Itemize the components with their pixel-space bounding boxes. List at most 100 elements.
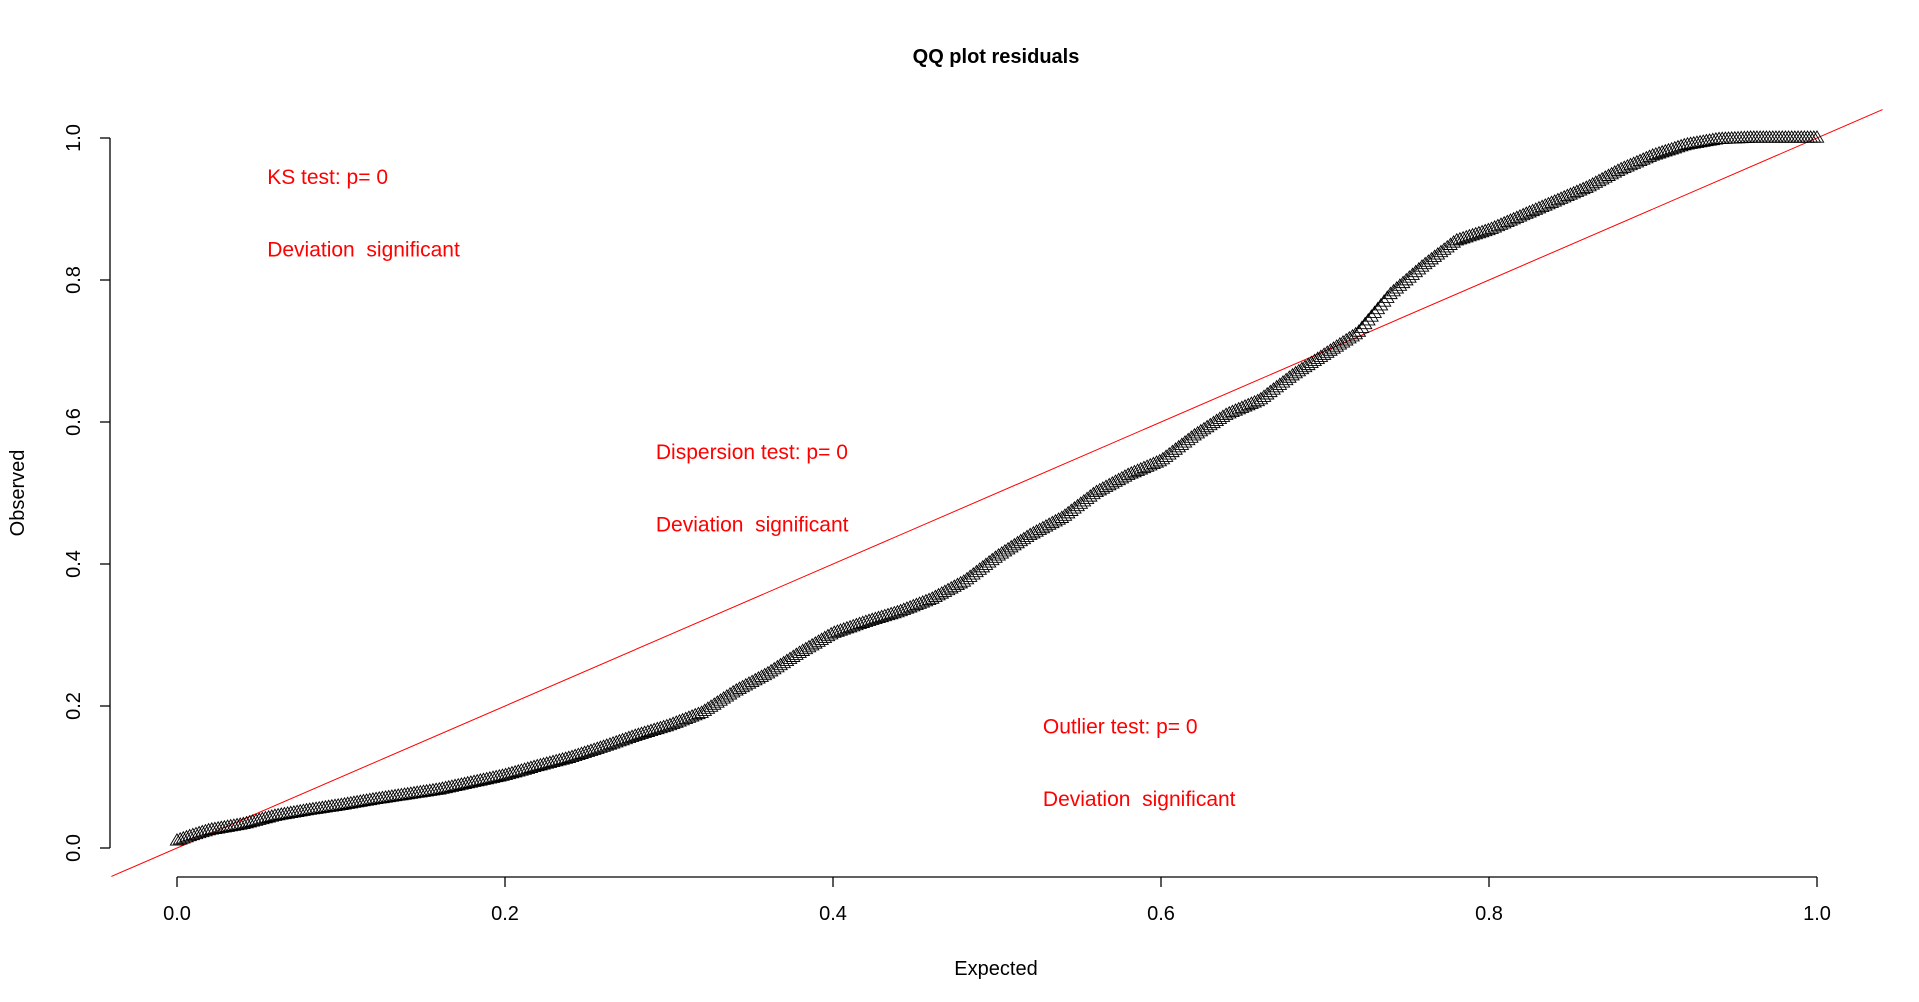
data-point (1297, 359, 1313, 373)
data-point (1427, 249, 1443, 262)
data-point (273, 807, 289, 820)
data-point (829, 624, 845, 637)
data-point (697, 703, 713, 716)
data-point (763, 663, 779, 677)
data-point (169, 833, 185, 846)
data-point (694, 705, 709, 718)
data-point (311, 800, 327, 814)
data-point (1006, 537, 1022, 551)
data-point (223, 818, 239, 832)
data-point (504, 765, 520, 779)
data-point (276, 806, 292, 820)
data-point (852, 616, 867, 630)
data-point (1354, 320, 1370, 333)
data-point (858, 614, 874, 627)
data-points (169, 130, 1825, 846)
reference-line (111, 109, 1883, 877)
data-point (447, 778, 463, 792)
data-point (179, 829, 194, 843)
data-point (1199, 419, 1215, 433)
data-point (1202, 417, 1218, 431)
data-point (776, 655, 792, 669)
data-point (359, 793, 375, 806)
data-point (384, 789, 400, 802)
annotation-text: Deviation significant (656, 513, 849, 536)
data-point (608, 734, 624, 748)
data-point (1455, 230, 1471, 244)
data-point (337, 796, 352, 810)
data-point (580, 744, 596, 757)
data-point (551, 752, 567, 766)
data-point (371, 791, 387, 804)
data-point (956, 574, 972, 587)
data-point (1013, 533, 1029, 547)
data-point (615, 732, 630, 746)
data-point (1364, 309, 1379, 322)
data-point (1695, 134, 1711, 147)
data-point (378, 790, 393, 803)
data-point (624, 729, 640, 742)
data-point (1177, 434, 1193, 448)
data-point (229, 817, 245, 831)
data-point (583, 743, 599, 756)
data-point (258, 810, 273, 824)
data-point (1010, 535, 1025, 549)
data-point (782, 651, 798, 665)
data-point (1338, 332, 1354, 346)
data-point (1679, 136, 1695, 150)
data-point (1417, 256, 1433, 270)
data-point (226, 818, 242, 831)
data-point (665, 716, 681, 729)
data-point (1686, 135, 1702, 149)
data-point (570, 747, 586, 760)
data-point (880, 607, 896, 621)
data-point (709, 695, 725, 708)
y-tick-label: 0.6 (63, 408, 85, 436)
data-point (491, 768, 507, 782)
data-point (495, 768, 510, 781)
data-point (621, 730, 637, 744)
data-point (270, 807, 286, 821)
data-point (305, 801, 321, 815)
data-point (975, 559, 991, 573)
data-point (387, 788, 403, 802)
data-point (213, 820, 229, 833)
y-axis-label: Observed (7, 450, 29, 537)
data-point (1449, 232, 1465, 246)
data-point (969, 564, 984, 578)
data-point (1196, 421, 1212, 435)
data-point (867, 611, 883, 624)
data-point (1313, 349, 1329, 362)
data-point (981, 555, 997, 568)
data-point (1082, 489, 1098, 502)
data-point (175, 830, 191, 844)
data-point (1654, 144, 1670, 158)
x-tick-label: 1.0 (1803, 903, 1831, 925)
data-point (242, 814, 258, 828)
data-point (659, 718, 675, 732)
data-point (289, 804, 305, 817)
data-point (1357, 316, 1373, 330)
annotation-text: KS test: p= 0 (267, 166, 388, 189)
data-point (1661, 142, 1676, 156)
data-point (1187, 427, 1202, 441)
data-point (352, 794, 368, 807)
data-point (1657, 143, 1673, 157)
data-point (1066, 501, 1082, 514)
data-point (760, 665, 776, 679)
data-point (232, 817, 248, 830)
data-point (314, 800, 330, 813)
data-point (962, 569, 978, 582)
data-point (308, 801, 324, 814)
data-point (539, 756, 555, 769)
data-point (864, 612, 880, 625)
data-point (630, 727, 646, 740)
data-point (589, 741, 605, 754)
data-point (1070, 498, 1086, 512)
data-point (656, 719, 672, 733)
data-point (997, 543, 1013, 557)
data-point (526, 759, 542, 773)
data-point (1281, 370, 1297, 383)
data-point (479, 771, 495, 785)
